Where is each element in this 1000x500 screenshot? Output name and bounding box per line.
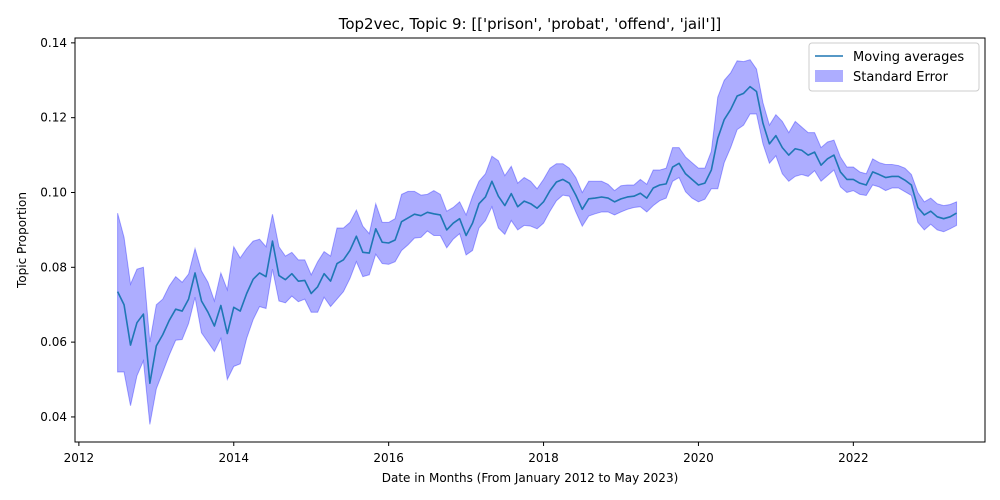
moving-average-line <box>116 85 957 385</box>
x-tick-label: 2016 <box>373 451 404 465</box>
y-axis-title: Topic Proportion <box>15 192 29 289</box>
y-tick-label: 0.12 <box>40 111 67 125</box>
legend: Moving averages Standard Error <box>808 42 980 92</box>
x-axis-title: Date in Months (From January 2012 to May… <box>382 471 679 485</box>
x-tick-label: 2018 <box>528 451 559 465</box>
chart-title: Top2vec, Topic 9: [['prison', 'probat', … <box>338 15 722 33</box>
legend-label-moving-averages: Moving averages <box>853 50 964 65</box>
y-axis: 0.04 0.06 0.08 0.10 0.12 0.14 <box>40 36 75 424</box>
x-tick-label: 2022 <box>838 451 869 465</box>
x-axis: 2012 2014 2016 2018 2020 2022 <box>64 442 869 465</box>
x-tick-label: 2014 <box>218 451 249 465</box>
y-tick-label: 0.06 <box>40 335 67 349</box>
legend-label-standard-error: Standard Error <box>853 70 949 85</box>
x-tick-label: 2020 <box>683 451 714 465</box>
y-tick-label: 0.04 <box>40 410 67 424</box>
legend-box <box>808 42 980 92</box>
standard-error-band <box>117 59 958 425</box>
y-tick-label: 0.08 <box>40 260 67 274</box>
plot-area <box>116 59 958 425</box>
legend-swatch-standard-error <box>815 70 843 82</box>
y-tick-label: 0.14 <box>40 36 67 50</box>
plot-frame <box>74 37 986 443</box>
x-tick-label: 2012 <box>64 451 95 465</box>
y-tick-label: 0.10 <box>40 185 67 199</box>
